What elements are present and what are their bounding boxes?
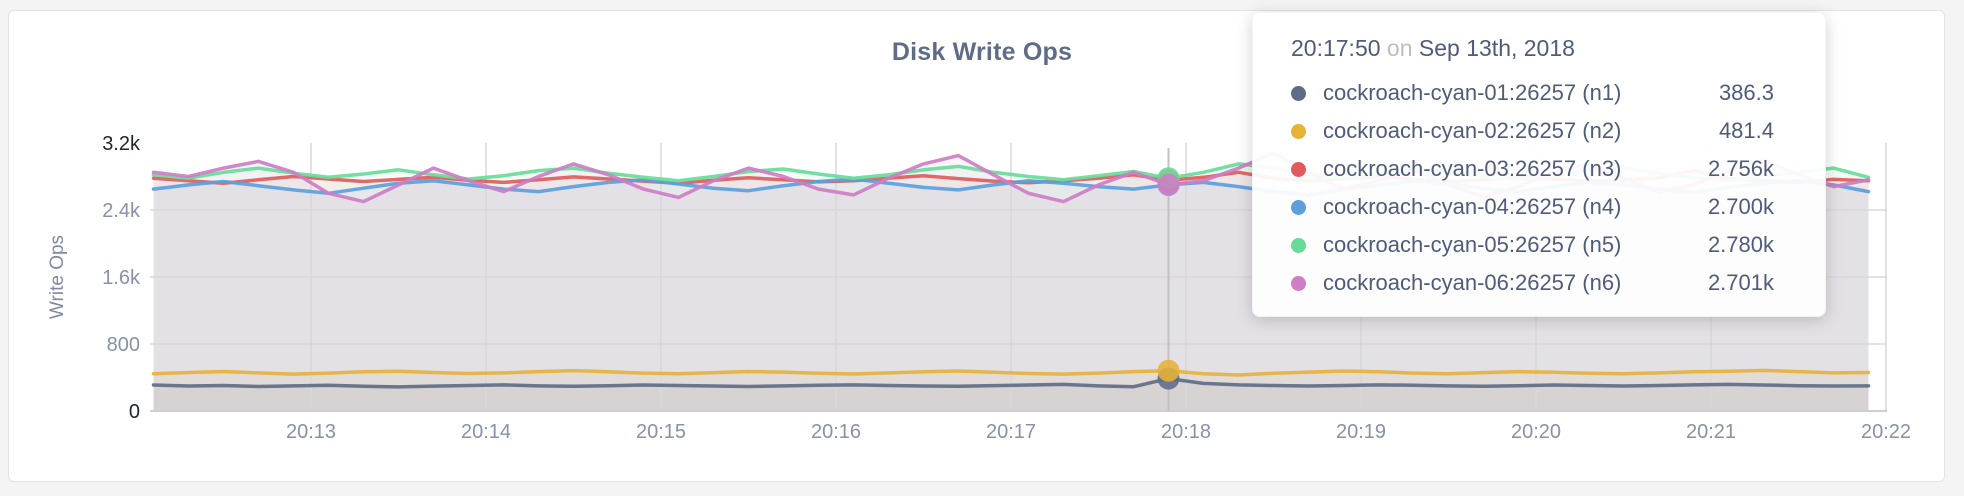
x-tick-label: 20:21 <box>1686 421 1736 443</box>
tooltip-series-label: cockroach-cyan-03:26257 (n3) <box>1323 156 1622 181</box>
tooltip-series-value: 386.3 <box>1718 80 1774 105</box>
x-tick-label: 20:14 <box>461 421 511 443</box>
tooltip-series-value: 2.701k <box>1707 270 1774 295</box>
tooltip-series-row: cockroach-cyan-06:26257 (n6) 2.701k <box>1291 264 1774 302</box>
x-tick-label: 20:16 <box>811 421 861 443</box>
series-color-dot-icon <box>1291 161 1306 177</box>
tooltip-series-label: cockroach-cyan-04:26257 (n4) <box>1323 194 1622 219</box>
tooltip-series-row: cockroach-cyan-01:26257 (n1) 386.3 <box>1291 74 1774 112</box>
y-tick-label: 800 <box>107 334 140 356</box>
tooltip-series-row: cockroach-cyan-05:26257 (n5) 2.780k <box>1291 226 1774 264</box>
x-tick-label: 20:13 <box>286 421 336 443</box>
x-tick-label: 20:18 <box>1161 421 1211 443</box>
tooltip-series-value: 2.756k <box>1707 156 1774 181</box>
tooltip-time: 20:17:50 <box>1291 35 1381 61</box>
series-color-dot-icon <box>1291 123 1306 139</box>
tooltip-series-value: 2.700k <box>1707 194 1774 219</box>
y-tick-label: 3.2k <box>102 133 141 155</box>
series-color-dot-icon <box>1291 237 1306 253</box>
tooltip-series-label: cockroach-cyan-01:26257 (n1) <box>1323 80 1622 105</box>
x-tick-label: 20:22 <box>1861 421 1911 443</box>
tooltip-header: 20:17:50 on Sep 13th, 2018 <box>1291 35 1774 62</box>
hover-point-n2[interactable] <box>1157 359 1180 382</box>
x-tick-label: 20:15 <box>636 421 686 443</box>
tooltip-series-row: cockroach-cyan-02:26257 (n2) 481.4 <box>1291 112 1774 150</box>
y-tick-label: 2.4k <box>102 200 141 222</box>
y-tick-label: 0 <box>129 401 140 423</box>
x-tick-label: 20:20 <box>1511 421 1561 443</box>
tooltip-series-value: 2.780k <box>1707 232 1774 257</box>
x-tick-label: 20:19 <box>1336 421 1386 443</box>
tooltip-series-row: cockroach-cyan-03:26257 (n3) 2.756k <box>1291 150 1774 188</box>
tooltip-date: Sep 13th, 2018 <box>1418 35 1575 61</box>
series-line-n2[interactable] <box>151 368 1871 377</box>
chart-title: Disk Write Ops <box>891 38 1073 66</box>
series-line-n1[interactable] <box>151 376 1871 389</box>
series-color-dot-icon <box>1291 275 1306 291</box>
y-tick-label: 1.6k <box>102 267 141 289</box>
tooltip-series-row: cockroach-cyan-04:26257 (n4) 2.700k <box>1291 188 1774 226</box>
hover-point-n6[interactable] <box>1157 173 1180 196</box>
hover-tooltip: 20:17:50 on Sep 13th, 2018 cockroach-cya… <box>1252 12 1826 317</box>
series-color-dot-icon <box>1291 85 1306 101</box>
tooltip-series-label: cockroach-cyan-02:26257 (n2) <box>1323 118 1622 143</box>
y-axis-label: Write Ops <box>47 234 68 320</box>
series-color-dot-icon <box>1291 199 1306 215</box>
tooltip-on-word: on <box>1386 35 1413 61</box>
x-tick-label: 20:17 <box>986 421 1036 443</box>
tooltip-series-label: cockroach-cyan-06:26257 (n6) <box>1323 270 1622 295</box>
tooltip-series-value: 481.4 <box>1718 118 1774 143</box>
tooltip-series-label: cockroach-cyan-05:26257 (n5) <box>1323 232 1622 257</box>
